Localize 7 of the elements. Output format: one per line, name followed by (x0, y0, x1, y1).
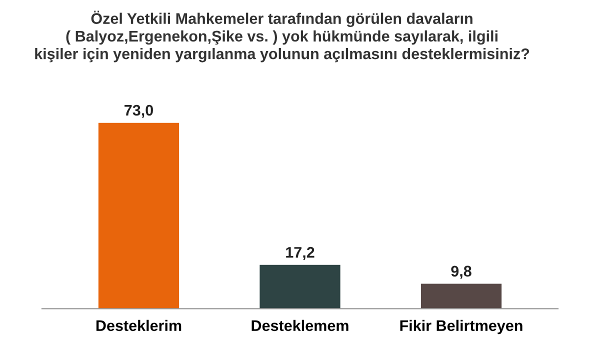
x-tick-label: Desteklemem (252, 320, 348, 332)
x-tick-label: Desteklerim (96, 320, 182, 332)
data-label: 17,2 (286, 246, 314, 260)
chart-title: Özel Yetkili Mahkemeler tarafından görülen davaların ( Balyoz,Ergenekon,Şike vs. ) yok hükmünde sayılarak, ilgili kişiler için yeniden yargılanma yolunun açılmasını desteklermisiniz? (35, 10, 530, 62)
data-label: 73,0 (124, 104, 153, 118)
data-label: 9,8 (451, 266, 472, 279)
x-tick-label: Fikir Belirtmeyen (400, 320, 522, 334)
